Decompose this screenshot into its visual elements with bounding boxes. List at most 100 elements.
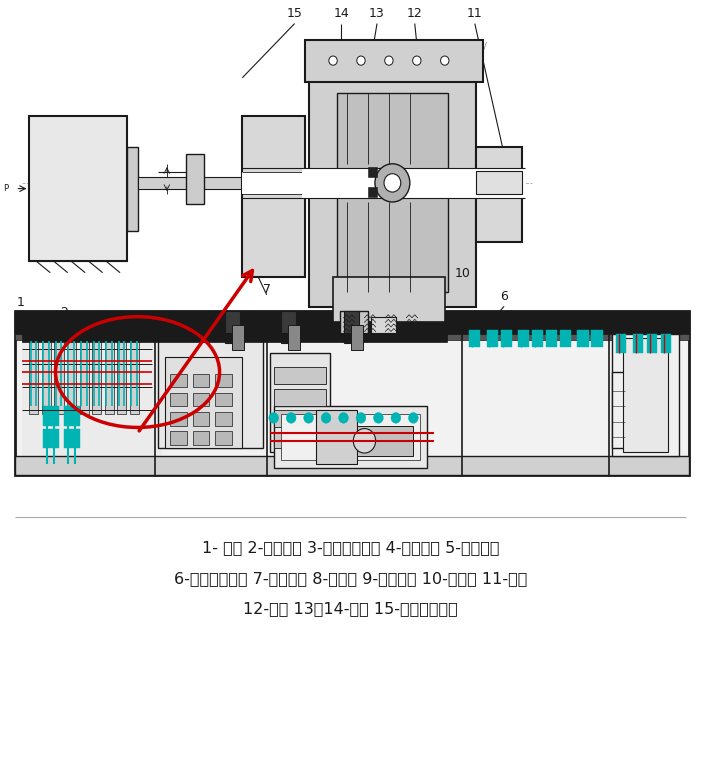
Bar bbox=[613, 372, 625, 449]
Bar bbox=[622, 337, 668, 453]
Circle shape bbox=[374, 413, 383, 423]
Circle shape bbox=[357, 56, 365, 65]
Circle shape bbox=[353, 429, 376, 453]
Bar bbox=[186, 154, 204, 204]
Bar bbox=[315, 410, 358, 464]
Bar bbox=[280, 414, 421, 460]
Bar bbox=[193, 374, 210, 387]
Bar bbox=[165, 357, 243, 449]
Bar bbox=[64, 430, 80, 449]
Bar bbox=[469, 330, 480, 347]
Bar bbox=[137, 177, 243, 189]
Bar bbox=[340, 311, 368, 341]
Bar bbox=[64, 407, 80, 426]
Bar bbox=[336, 93, 448, 291]
Text: 8: 8 bbox=[351, 298, 360, 311]
Circle shape bbox=[385, 56, 393, 65]
Text: 4: 4 bbox=[161, 313, 170, 326]
Bar bbox=[333, 277, 444, 322]
Text: 6-轴向定位系统 7-芯轴限位 8-导向柱 9-复位弹簧 10-密封圈 11-管坯: 6-轴向定位系统 7-芯轴限位 8-导向柱 9-复位弹簧 10-密封圈 11-管… bbox=[174, 571, 527, 586]
Bar bbox=[305, 40, 483, 81]
Bar bbox=[15, 311, 689, 476]
Bar bbox=[215, 431, 232, 445]
Bar bbox=[42, 337, 51, 414]
Bar bbox=[301, 168, 525, 198]
Text: 13: 13 bbox=[369, 8, 385, 21]
Circle shape bbox=[286, 413, 296, 423]
Text: 14: 14 bbox=[334, 8, 349, 21]
Bar bbox=[104, 337, 114, 414]
Bar bbox=[29, 337, 39, 414]
Bar bbox=[80, 337, 88, 414]
Bar bbox=[170, 431, 187, 445]
Bar bbox=[29, 116, 127, 262]
Circle shape bbox=[268, 413, 278, 423]
Bar bbox=[592, 330, 603, 347]
Circle shape bbox=[339, 413, 348, 423]
Bar bbox=[615, 334, 625, 353]
Bar bbox=[372, 317, 396, 336]
Bar bbox=[117, 337, 126, 414]
Bar bbox=[273, 432, 326, 449]
Bar bbox=[170, 393, 187, 407]
Circle shape bbox=[409, 413, 418, 423]
Bar bbox=[215, 393, 232, 407]
Bar bbox=[43, 430, 59, 449]
Bar bbox=[22, 334, 162, 456]
Bar bbox=[647, 334, 657, 353]
Bar bbox=[215, 374, 232, 387]
Text: 9: 9 bbox=[376, 303, 384, 316]
Text: 12: 12 bbox=[407, 8, 423, 21]
Bar bbox=[127, 146, 137, 231]
Bar bbox=[232, 325, 245, 350]
Text: 6: 6 bbox=[501, 290, 508, 303]
Bar bbox=[130, 337, 139, 414]
Circle shape bbox=[440, 56, 449, 65]
Text: 5: 5 bbox=[346, 290, 355, 303]
Circle shape bbox=[329, 56, 337, 65]
Bar bbox=[476, 146, 522, 242]
Bar bbox=[358, 426, 414, 456]
Bar bbox=[22, 333, 447, 342]
Bar bbox=[215, 412, 232, 426]
Bar bbox=[158, 337, 263, 449]
Bar bbox=[15, 456, 689, 476]
Bar bbox=[243, 116, 305, 277]
Circle shape bbox=[356, 413, 366, 423]
Circle shape bbox=[413, 56, 421, 65]
Bar bbox=[280, 311, 296, 343]
Text: P: P bbox=[4, 184, 8, 193]
Bar bbox=[546, 330, 557, 347]
Bar bbox=[560, 330, 571, 347]
Bar bbox=[308, 77, 476, 307]
Bar bbox=[273, 367, 326, 384]
Circle shape bbox=[391, 413, 401, 423]
Bar bbox=[243, 173, 389, 193]
Text: 7: 7 bbox=[263, 282, 271, 295]
Bar bbox=[225, 311, 240, 343]
Text: 12-芯轴 13、14-模具 15-芯轴进退油缸: 12-芯轴 13、14-模具 15-芯轴进退油缸 bbox=[243, 601, 458, 617]
Circle shape bbox=[375, 164, 410, 202]
Bar bbox=[633, 334, 643, 353]
Bar bbox=[193, 412, 210, 426]
Bar bbox=[273, 410, 326, 427]
Text: 11: 11 bbox=[467, 8, 483, 21]
Bar bbox=[368, 167, 377, 176]
Bar bbox=[501, 330, 512, 347]
Bar bbox=[350, 325, 363, 350]
Bar bbox=[67, 337, 76, 414]
Bar bbox=[343, 311, 359, 343]
Text: 10: 10 bbox=[454, 268, 470, 280]
Bar bbox=[170, 374, 187, 387]
Bar bbox=[15, 311, 689, 334]
Bar bbox=[92, 337, 101, 414]
Text: 1- 机架 2-分和模片 3-电气控制系统 4-成形部件 5-液压系统: 1- 机架 2-分和模片 3-电气控制系统 4-成形部件 5-液压系统 bbox=[202, 540, 499, 555]
Bar bbox=[486, 330, 498, 347]
Bar bbox=[170, 412, 187, 426]
Text: 2: 2 bbox=[60, 305, 68, 318]
Bar bbox=[15, 334, 689, 340]
Bar bbox=[193, 431, 210, 445]
Bar bbox=[578, 330, 589, 347]
Bar bbox=[43, 407, 59, 426]
Circle shape bbox=[384, 173, 401, 192]
